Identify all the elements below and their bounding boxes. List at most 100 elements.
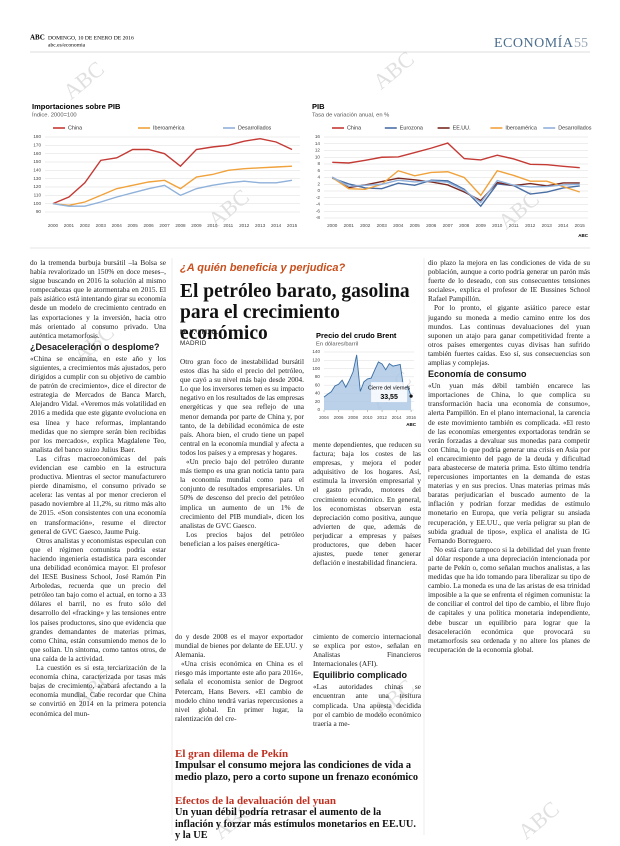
x-tick-label: 2009	[476, 223, 487, 228]
chart-title: PIB	[312, 102, 325, 111]
x-tick-label: 2012	[525, 223, 536, 228]
source: ABC	[578, 233, 588, 238]
legend-label: Iberoamérica	[505, 125, 536, 131]
lower-column: do y desde 2008 es el mayor exportador m…	[175, 632, 303, 744]
y-tick-label: 150	[33, 159, 41, 164]
headline: El petróleo barato, gasolina para el cre…	[180, 281, 410, 344]
brand: ABC	[30, 34, 45, 42]
x-tick-label: 2016	[406, 415, 416, 420]
y-tick-label: 0	[317, 188, 320, 193]
y-tick-label: 160	[33, 151, 41, 156]
x-tick-label: 2014	[392, 415, 402, 420]
series-line	[52, 165, 293, 207]
x-tick-label: 2014	[271, 223, 282, 228]
watermark: ABC	[368, 46, 419, 94]
x-tick-label: 2007	[443, 223, 454, 228]
subhead: Economía de consumo	[428, 369, 527, 380]
annotation-box	[371, 382, 408, 403]
paragraph: «China se encamina, en este año y los si…	[30, 353, 166, 454]
series-line	[332, 142, 580, 169]
box-title: Efectos de la devaluación del yuan	[175, 795, 337, 807]
series-line	[332, 177, 580, 208]
y-tick-label: 10	[315, 154, 321, 159]
annotation: Cierre del viernes	[368, 386, 411, 392]
series-line	[331, 176, 580, 204]
x-tick-label: 2012	[239, 223, 250, 228]
y-tick-label: -8	[316, 215, 321, 220]
x-tick-label: 2001	[64, 223, 75, 228]
paragraph: dio plazo la mejora en las condiciones d…	[428, 258, 590, 304]
paragraph: Otro gran foco de inestabilidad bursátil…	[180, 357, 304, 457]
y-tick-label: 100	[33, 201, 41, 206]
article-column: mente dependientes, que reducen su factu…	[313, 440, 421, 630]
chart-subtitle: En dólares/barril	[316, 342, 358, 348]
y-tick-label: 100	[312, 366, 320, 371]
paragraph: do y desde 2008 es el mayor exportador m…	[175, 632, 303, 660]
paragraph: Por lo pronto, el gigante asiático parec…	[428, 303, 590, 368]
left-column: do la tremenda burbuja bursátil –la Bols…	[30, 258, 166, 838]
x-tick-label: 2006	[334, 415, 344, 420]
paragraph: do la tremenda burbuja bursátil –la Bols…	[30, 258, 166, 340]
y-tick-label: 120	[33, 184, 41, 189]
chart-subtitle: Índice. 2000=100	[32, 112, 77, 119]
y-tick-label: 180	[33, 134, 41, 139]
y-tick-label: 130	[33, 176, 41, 181]
x-tick-label: 2010	[363, 415, 373, 420]
x-tick-label: 2012	[377, 415, 387, 420]
y-tick-label: 20	[315, 399, 321, 404]
value-label: 33,55	[380, 394, 398, 401]
y-tick-label: 2	[317, 181, 320, 186]
x-tick-label: 2008	[348, 415, 358, 420]
paragraph: «Una crisis económica en China es el rie…	[175, 659, 303, 723]
y-tick-label: 60	[315, 382, 321, 387]
x-tick-label: 2011	[509, 223, 519, 228]
y-tick-label: 90	[36, 209, 42, 214]
y-tick-label: 8	[317, 161, 320, 166]
paragraph: mente dependientes, que reducen su factu…	[313, 440, 421, 568]
paragraph: Las cifras macroeconómicas del país evid…	[30, 453, 166, 536]
x-tick-label: 2010	[492, 223, 503, 228]
y-tick-label: -6	[316, 208, 321, 213]
series-line	[52, 137, 293, 205]
x-tick-label: 2006	[426, 223, 437, 228]
x-tick-label: 2009	[191, 223, 202, 228]
x-tick-label: 2003	[377, 223, 388, 228]
box-text: Un yuan débil podría retrasar el aumento…	[175, 807, 416, 841]
x-tick-label: 2011	[223, 223, 233, 228]
legend-label: China	[68, 125, 82, 131]
x-tick-label: 2015	[575, 223, 586, 228]
page-number: 55	[574, 36, 588, 51]
legend-label: Desarrollados	[238, 125, 272, 131]
y-tick-label: 0	[317, 407, 320, 412]
x-tick-label: 2005	[128, 223, 139, 228]
area-line	[323, 354, 412, 398]
x-tick-label: 2003	[96, 223, 107, 228]
paragraph: «Las autoridades chinas se encuentran an…	[313, 682, 421, 728]
box-text: Impulsar el consumo mejora las condicion…	[175, 760, 419, 783]
series-line	[331, 169, 580, 197]
x-tick-label: 2013	[255, 223, 266, 228]
y-tick-label: 140	[312, 349, 320, 354]
legend-label: EE.UU.	[453, 125, 471, 131]
paragraph: cimiento de comercio internacional se ex…	[313, 632, 421, 669]
legend-label: Eurozona	[400, 125, 423, 131]
chart-title: Importaciones sobre PIB	[32, 102, 121, 111]
x-tick-label: 2010	[207, 223, 218, 228]
x-tick-label: 2002	[80, 223, 91, 228]
box: El gran dilema de Pekín Impulsar el cons…	[175, 748, 421, 783]
x-tick-label: 2005	[410, 223, 421, 228]
subhead: Equilibrio complicado	[313, 670, 408, 681]
kicker: ¿A quién beneficia y perjudica?	[180, 262, 346, 274]
x-tick-label: 2007	[159, 223, 170, 228]
paragraph: La cuestión es si esta terciarización de…	[30, 663, 166, 718]
y-tick-label: 170	[33, 143, 41, 148]
url: abc.es/economia	[48, 42, 86, 48]
x-tick-label: 2004	[112, 223, 123, 228]
x-tick-label: 2006	[143, 223, 154, 228]
legend-label: Desarrollados	[558, 125, 592, 131]
lower-column: cimiento de comercio internacional se ex…	[313, 632, 421, 744]
y-tick-label: 6	[317, 168, 320, 173]
series-line	[52, 179, 293, 207]
date: DOMINGO, 10 DE ENERO DE 2016	[48, 35, 134, 41]
